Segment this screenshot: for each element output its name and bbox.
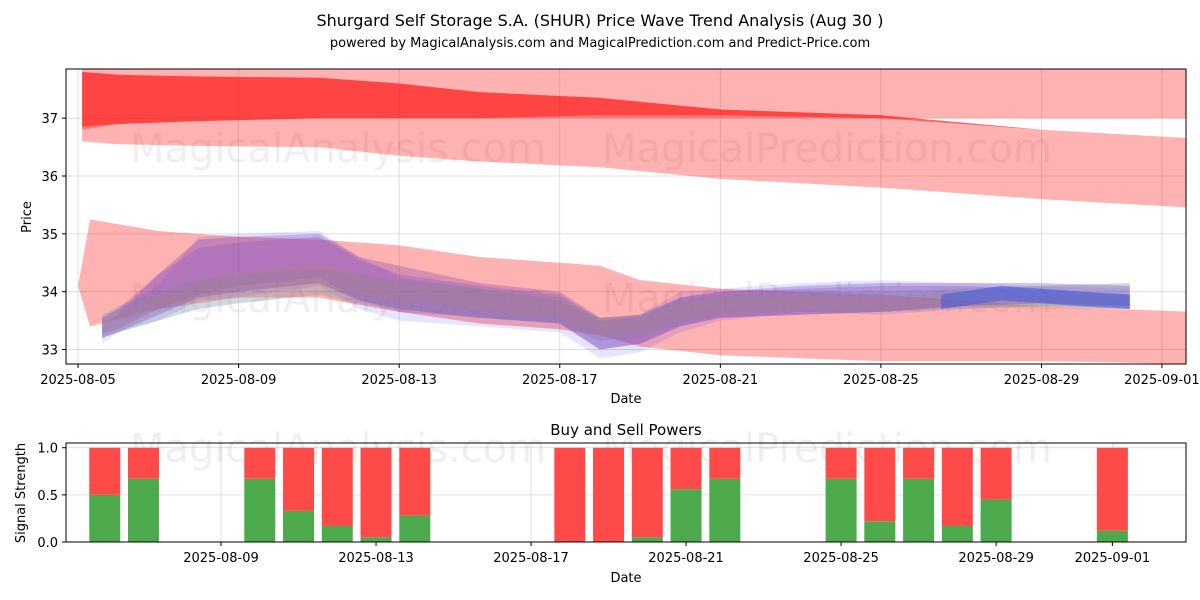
sell-power-bar <box>283 447 315 511</box>
sell-power-bar <box>399 447 431 516</box>
price-y-tick-label: 36 <box>41 170 58 185</box>
price-y-ticks: 33 34 35 36 37 <box>41 112 66 359</box>
buy-power-bar <box>864 521 896 542</box>
buy-power-bar <box>321 525 353 542</box>
sell-power-bar <box>593 447 625 542</box>
signal-x-tick-label: 2025-08-09 <box>183 551 259 566</box>
buy-sell-chart: Buy and Sell Powers MagicalAnalysis.com … <box>14 421 1187 586</box>
price-x-tick-label: 2025-08-17 <box>522 373 598 388</box>
wave-band <box>941 285 1130 309</box>
price-y-tick-label: 33 <box>41 344 58 359</box>
buy-power-bar <box>980 499 1012 542</box>
signal-x-axis-label: Date <box>610 571 641 586</box>
price-x-tick-label: 2025-09-01 <box>1124 373 1200 388</box>
signal-x-tick-label: 2025-08-21 <box>648 551 724 566</box>
price-x-tick-label: 2025-08-09 <box>201 373 277 388</box>
buy-power-bar <box>360 537 392 542</box>
price-x-ticks: 2025-08-05 2025-08-09 2025-08-13 2025-08-17… <box>40 364 1200 388</box>
price-y-tick-label: 35 <box>41 228 58 243</box>
buy-power-bar <box>903 478 935 542</box>
signal-y-tick-label: 0.0 <box>37 536 58 551</box>
sell-power-bar <box>244 447 276 479</box>
price-x-tick-label: 2025-08-21 <box>683 373 759 388</box>
wave-band <box>102 236 1130 350</box>
buy-power-bar <box>941 525 973 542</box>
signal-x-tick-label: 2025-08-13 <box>338 551 414 566</box>
buy-sell-title: Buy and Sell Powers <box>550 421 702 439</box>
buy-power-bar <box>128 478 160 542</box>
sell-power-bar <box>554 447 586 542</box>
price-wave-chart: MagicalAnalysis.com MagicalPrediction.co… <box>20 68 1200 407</box>
sell-power-bar <box>360 447 392 538</box>
chart-subtitle: powered by MagicalAnalysis.com and Magic… <box>330 36 870 51</box>
sell-power-bar <box>825 447 857 479</box>
sell-power-bar <box>1096 447 1128 531</box>
sell-power-bar <box>941 447 973 526</box>
sell-power-bar <box>709 447 741 479</box>
sell-power-bar <box>980 447 1012 500</box>
wave-band <box>102 268 1130 341</box>
signal-bars <box>89 447 1128 542</box>
signal-x-tick-label: 2025-08-17 <box>493 551 569 566</box>
wave-band <box>102 233 1130 350</box>
sell-power-bar <box>128 447 160 479</box>
signal-axes-frame <box>65 442 1187 543</box>
watermark-prediction: MagicalPrediction.com <box>602 126 1052 172</box>
signal-x-ticks: 2025-08-09 2025-08-13 2025-08-17 2025-08-21… <box>183 542 1150 566</box>
price-y-tick-label: 37 <box>41 112 58 127</box>
watermark-analysis-lower: MagicalAnalysis.com <box>130 276 546 322</box>
signal-x-tick-label: 2025-08-29 <box>958 551 1034 566</box>
buy-power-bar <box>89 494 121 542</box>
watermark-analysis: MagicalAnalysis.com <box>130 126 546 172</box>
red-prediction-band <box>82 71 1186 138</box>
red-prediction-band <box>82 69 1186 130</box>
price-axes-frame <box>65 68 1187 365</box>
sell-power-bar <box>89 447 121 495</box>
buy-power-bar <box>283 510 315 542</box>
signal-x-tick-label: 2025-09-01 <box>1075 551 1151 566</box>
signal-x-tick-label: 2025-08-25 <box>803 551 879 566</box>
signal-y-tick-label: 1.0 <box>37 442 58 457</box>
price-x-tick-label: 2025-08-13 <box>361 373 437 388</box>
sell-power-bar <box>321 447 353 526</box>
price-x-tick-label: 2025-08-29 <box>1004 373 1080 388</box>
wave-band <box>102 262 1130 336</box>
sell-power-bar <box>864 447 896 522</box>
signal-y-axis-label: Signal Strength <box>14 443 29 543</box>
red-prediction-band <box>78 219 1186 364</box>
chart-title: Shurgard Self Storage S.A. (SHUR) Price … <box>316 11 883 30</box>
price-y-tick-label: 34 <box>41 286 58 301</box>
red-prediction-band <box>82 71 1186 208</box>
buy-power-bar <box>1096 530 1128 542</box>
buy-power-bar <box>670 489 702 542</box>
sell-power-bar <box>670 447 702 490</box>
sell-power-bar <box>631 447 663 538</box>
price-band-group <box>78 69 1186 364</box>
signal-y-ticks: 0.0 0.5 1.0 <box>37 442 66 551</box>
buy-power-bar <box>825 478 857 542</box>
sell-power-bar <box>903 447 935 479</box>
price-y-axis-label: Price <box>20 201 35 233</box>
price-x-tick-label: 2025-08-25 <box>843 373 919 388</box>
price-x-tick-label: 2025-08-05 <box>40 373 116 388</box>
buy-power-bar <box>631 537 663 542</box>
signal-y-tick-label: 0.5 <box>37 489 58 504</box>
buy-power-bar <box>244 478 276 542</box>
price-x-axis-label: Date <box>610 392 641 407</box>
buy-power-bar <box>399 515 431 542</box>
buy-power-bar <box>709 478 741 542</box>
wave-band <box>102 231 1130 359</box>
price-bands <box>78 69 1186 364</box>
